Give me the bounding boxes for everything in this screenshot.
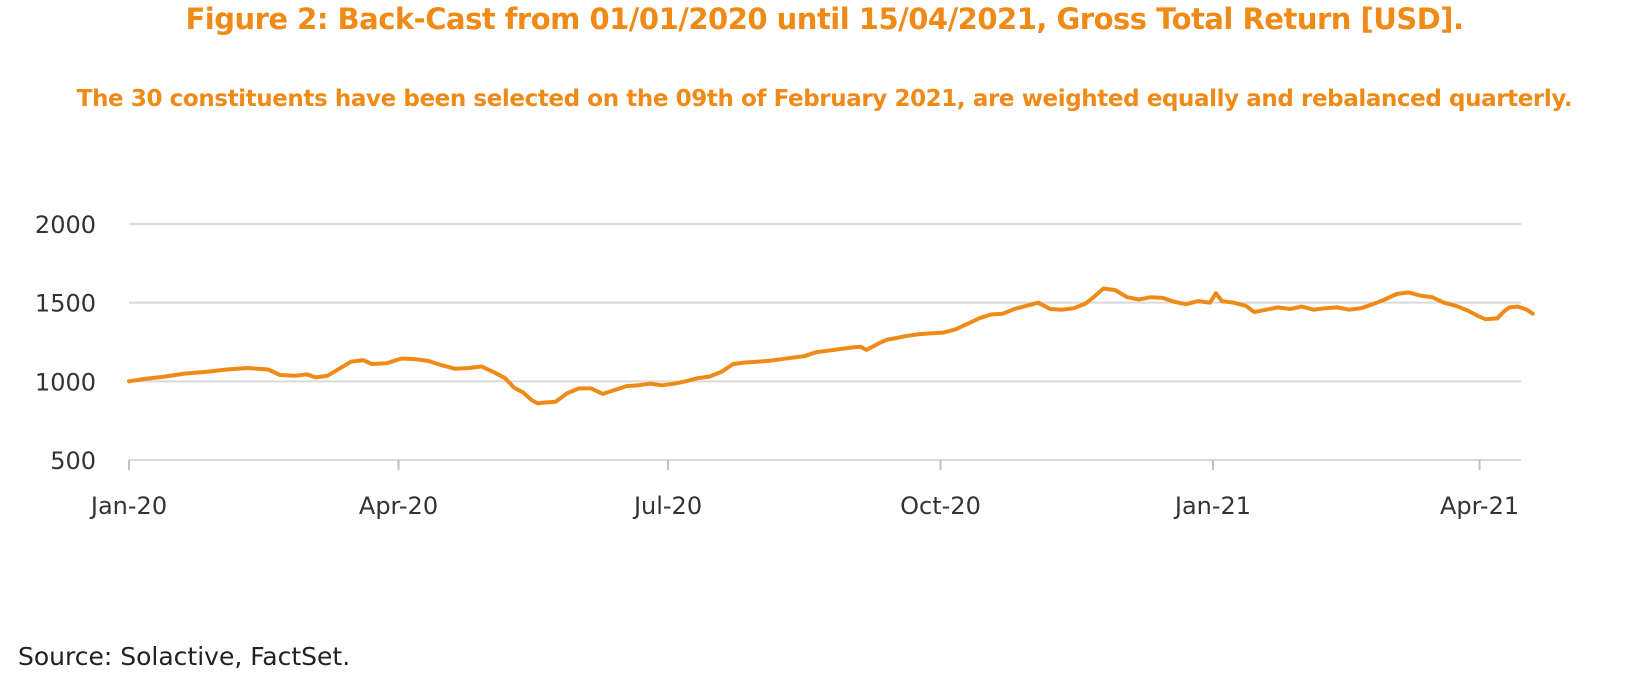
x-tick-label: Jan-21 xyxy=(1173,492,1251,520)
y-tick-label: 1000 xyxy=(35,368,96,396)
y-tick-label: 2000 xyxy=(35,211,96,239)
x-tick-label: Jul-20 xyxy=(632,492,702,520)
x-tick-label: Apr-20 xyxy=(359,492,438,520)
chart-title: Figure 2: Back-Cast from 01/01/2020 unti… xyxy=(185,2,1464,36)
x-tick-label: Apr-21 xyxy=(1440,492,1519,520)
series-line xyxy=(127,286,1535,406)
x-tick-label: Jan-20 xyxy=(89,492,167,520)
y-tick-label: 1500 xyxy=(35,290,96,318)
chart-subtitle: The 30 constituents have been selected o… xyxy=(76,86,1573,112)
source-note: Source: Solactive, FactSet. xyxy=(18,642,351,671)
y-tick-label: 500 xyxy=(50,447,96,475)
x-tick-label: Oct-20 xyxy=(900,492,981,520)
